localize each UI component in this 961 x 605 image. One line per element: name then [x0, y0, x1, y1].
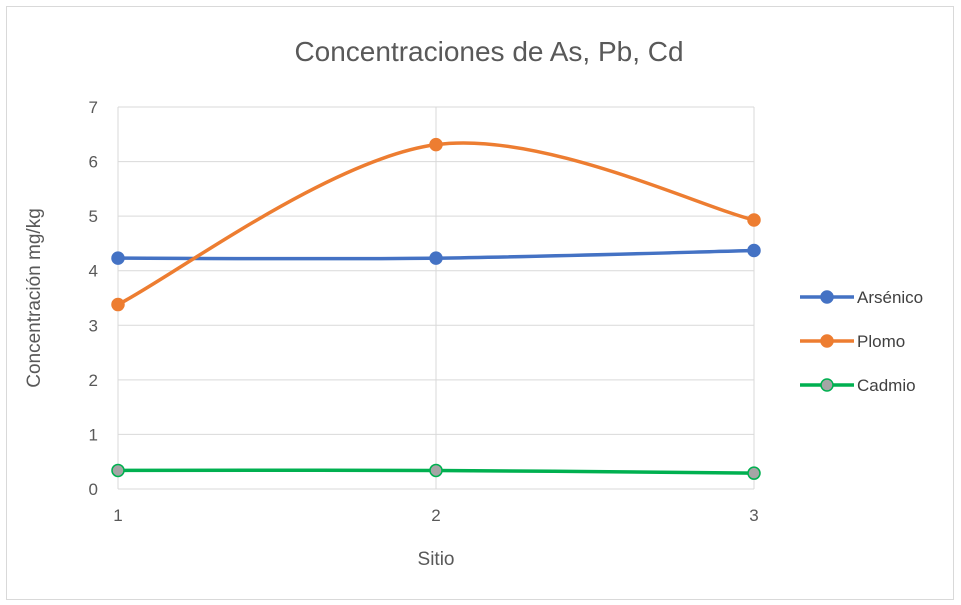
x-tick-label: 1 [113, 506, 122, 525]
data-point-plomo [429, 137, 443, 152]
x-tick-label: 3 [749, 506, 758, 525]
legend-marker-plomo [820, 334, 834, 348]
y-tick-label: 4 [89, 262, 98, 281]
y-tick-label: 5 [89, 207, 98, 226]
legend: Arsénico Plomo Cadmio [800, 288, 923, 395]
legend-marker-cadmio [820, 378, 834, 392]
legend-marker-arsenico [820, 290, 834, 304]
data-point-arsenico [111, 251, 125, 265]
data-point-arsenico [747, 243, 761, 258]
data-point-cadmio [429, 463, 443, 478]
y-tick-label: 6 [89, 153, 98, 172]
y-axis-title: Concentración mg/kg [24, 208, 45, 388]
y-tick-label: 2 [89, 371, 98, 390]
gridlines [117, 106, 755, 490]
x-tick-labels: 1 2 3 [113, 506, 758, 525]
data-point-arsenico [429, 251, 443, 265]
y-tick-label: 0 [89, 480, 98, 499]
y-tick-label: 7 [89, 98, 98, 117]
legend-label-cadmio: Cadmio [857, 376, 916, 395]
legend-label-arsenico: Arsénico [857, 288, 923, 307]
series-layer [111, 137, 761, 480]
y-tick-labels: 0 1 2 3 4 5 6 7 [89, 98, 98, 499]
chart-frame [6, 6, 954, 600]
y-tick-label: 3 [89, 316, 98, 335]
y-tick-label: 1 [89, 425, 98, 444]
x-tick-label: 2 [431, 506, 440, 525]
x-axis-title: Sitio [418, 549, 455, 570]
data-point-cadmio [747, 466, 761, 480]
data-point-plomo [747, 213, 761, 227]
data-point-plomo [111, 297, 125, 312]
legend-label-plomo: Plomo [857, 332, 905, 351]
data-point-cadmio [111, 463, 125, 478]
chart-title: Concentraciones de As, Pb, Cd [294, 36, 683, 67]
